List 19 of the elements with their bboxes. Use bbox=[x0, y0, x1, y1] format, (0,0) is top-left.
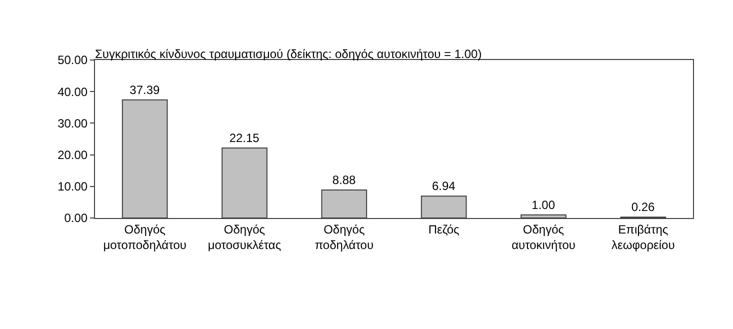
x-tick-label: Οδηγός ποδηλάτου bbox=[314, 222, 374, 252]
data-label: 1.00 bbox=[532, 198, 556, 212]
y-tick-label: 0.00 bbox=[64, 211, 88, 226]
x-tick-label: Πεζός bbox=[428, 222, 460, 236]
data-label: 8.88 bbox=[332, 172, 356, 187]
y-tick-label: 50.00 bbox=[58, 53, 88, 68]
chart-title: Συγκριτικός κίνδυνος τραυματισμού (δείκτης: οδηγός αυτοκινήτου = 1.00) bbox=[95, 47, 482, 61]
x-tick-label: Επιβάτης λεωφορείου bbox=[612, 222, 675, 252]
y-tick-label: 30.00 bbox=[58, 116, 88, 130]
y-tick-label: 10.00 bbox=[58, 180, 88, 194]
data-label: 0.26 bbox=[631, 200, 656, 214]
y-tick-label: 40.00 bbox=[58, 84, 88, 99]
data-label: 6.94 bbox=[432, 179, 456, 194]
x-tick-label: Οδηγός μοτοποδηλάτου bbox=[103, 222, 186, 252]
data-label: 37.39 bbox=[130, 82, 160, 97]
y-tick-label: 20.00 bbox=[58, 148, 88, 162]
data-label: 22.15 bbox=[229, 131, 260, 146]
x-tick-label: Οδηγός μοτοσυκλέτας bbox=[208, 222, 282, 252]
x-tick-label: Οδηγός αυτοκινήτου bbox=[512, 222, 576, 252]
